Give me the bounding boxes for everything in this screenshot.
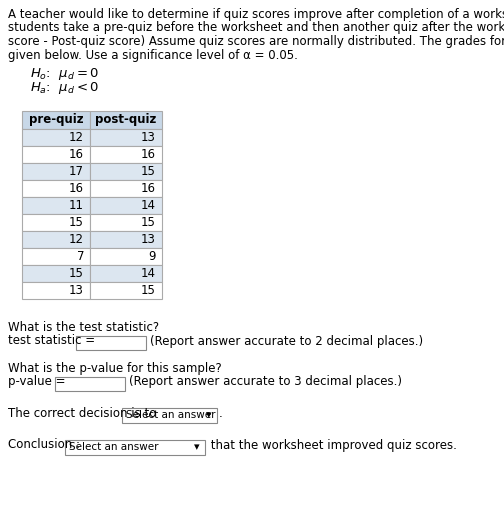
- Text: (Report answer accurate to 2 decimal places.): (Report answer accurate to 2 decimal pla…: [150, 335, 423, 347]
- Text: 14: 14: [141, 199, 156, 212]
- Bar: [90, 265, 162, 282]
- Bar: [90, 146, 162, 163]
- Text: 15: 15: [69, 267, 84, 280]
- Text: post-quiz: post-quiz: [95, 113, 157, 127]
- Text: ▾: ▾: [194, 442, 200, 452]
- Text: 14: 14: [141, 267, 156, 280]
- Text: Select an answer: Select an answer: [126, 411, 216, 420]
- Bar: [90, 214, 162, 231]
- Bar: [122, 408, 217, 423]
- Text: 13: 13: [141, 233, 156, 246]
- Text: 15: 15: [141, 216, 156, 229]
- Text: What is the test statistic?: What is the test statistic?: [8, 321, 159, 334]
- Text: 11: 11: [69, 199, 84, 212]
- Text: What is the p-value for this sample?: What is the p-value for this sample?: [8, 362, 222, 375]
- Bar: [76, 336, 146, 350]
- Text: 12: 12: [69, 131, 84, 144]
- Text: 17: 17: [69, 165, 84, 178]
- Text: students take a pre-quiz before the worksheet and then another quiz after the wo: students take a pre-quiz before the work…: [8, 21, 504, 35]
- Bar: [90, 180, 162, 197]
- Bar: [22, 163, 90, 180]
- Bar: [22, 265, 90, 282]
- Bar: [90, 163, 162, 180]
- Text: p-value =: p-value =: [8, 376, 66, 388]
- Text: 9: 9: [149, 250, 156, 263]
- Text: score - Post-quiz score) Assume quiz scores are normally distributed. The grades: score - Post-quiz score) Assume quiz sco…: [8, 35, 504, 48]
- Bar: [90, 248, 162, 265]
- Bar: [22, 231, 90, 248]
- Text: A teacher would like to determine if quiz scores improve after completion of a w: A teacher would like to determine if qui…: [8, 8, 504, 21]
- Text: 16: 16: [141, 182, 156, 195]
- Text: The correct decision is to: The correct decision is to: [8, 407, 156, 420]
- Bar: [22, 282, 90, 299]
- Bar: [90, 129, 162, 146]
- Text: ▾: ▾: [206, 411, 212, 420]
- Bar: [90, 111, 162, 129]
- Text: (Report answer accurate to 3 decimal places.): (Report answer accurate to 3 decimal pla…: [129, 376, 402, 388]
- Bar: [22, 214, 90, 231]
- Text: 15: 15: [141, 165, 156, 178]
- Bar: [90, 282, 162, 299]
- Text: 16: 16: [69, 182, 84, 195]
- Text: Conclusion :: Conclusion :: [8, 438, 84, 452]
- Text: 7: 7: [77, 250, 84, 263]
- Bar: [90, 197, 162, 214]
- Bar: [22, 129, 90, 146]
- Bar: [22, 180, 90, 197]
- Text: $H_a$:  $\mu_d < 0$: $H_a$: $\mu_d < 0$: [30, 79, 99, 96]
- Text: .: .: [219, 407, 223, 420]
- Bar: [55, 377, 125, 390]
- Bar: [22, 197, 90, 214]
- Text: that the worksheet improved quiz scores.: that the worksheet improved quiz scores.: [207, 438, 457, 452]
- Bar: [22, 111, 90, 129]
- Text: given below. Use a significance level of α = 0.05.: given below. Use a significance level of…: [8, 48, 298, 62]
- Bar: [22, 248, 90, 265]
- Text: test statistic =: test statistic =: [8, 335, 95, 347]
- Text: 12: 12: [69, 233, 84, 246]
- Text: 16: 16: [69, 148, 84, 161]
- Bar: [65, 439, 205, 454]
- Text: $H_o$:  $\mu_d = 0$: $H_o$: $\mu_d = 0$: [30, 66, 99, 82]
- Text: 13: 13: [141, 131, 156, 144]
- Bar: [22, 146, 90, 163]
- Text: 15: 15: [69, 216, 84, 229]
- Text: 15: 15: [141, 284, 156, 297]
- Text: Select an answer: Select an answer: [69, 442, 158, 452]
- Text: 16: 16: [141, 148, 156, 161]
- Bar: [90, 231, 162, 248]
- Text: 13: 13: [69, 284, 84, 297]
- Text: pre-quiz: pre-quiz: [29, 113, 83, 127]
